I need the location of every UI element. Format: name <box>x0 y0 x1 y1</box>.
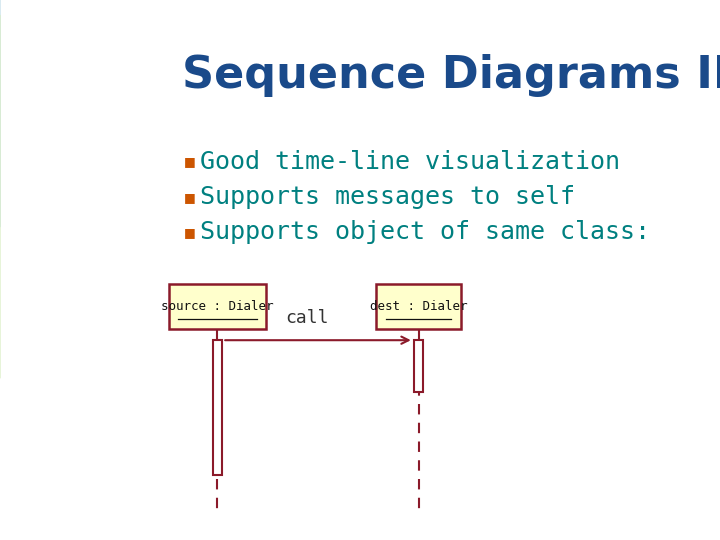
Text: ■: ■ <box>184 156 195 168</box>
Bar <box>414 340 423 392</box>
Text: Supports object of same class:: Supports object of same class: <box>200 220 650 244</box>
Bar <box>169 284 266 329</box>
Text: source : Dialer: source : Dialer <box>161 300 274 313</box>
Bar <box>377 284 461 329</box>
Text: Good time-line visualization: Good time-line visualization <box>200 150 620 174</box>
Bar <box>212 340 222 475</box>
Text: dest : Dialer: dest : Dialer <box>370 300 467 313</box>
Text: Sequence Diagrams II: Sequence Diagrams II <box>182 54 720 97</box>
Polygon shape <box>0 0 127 227</box>
Text: Supports messages to self: Supports messages to self <box>200 185 575 209</box>
Text: call: call <box>285 309 329 327</box>
Text: ■: ■ <box>184 191 195 204</box>
Text: ■: ■ <box>184 226 195 239</box>
